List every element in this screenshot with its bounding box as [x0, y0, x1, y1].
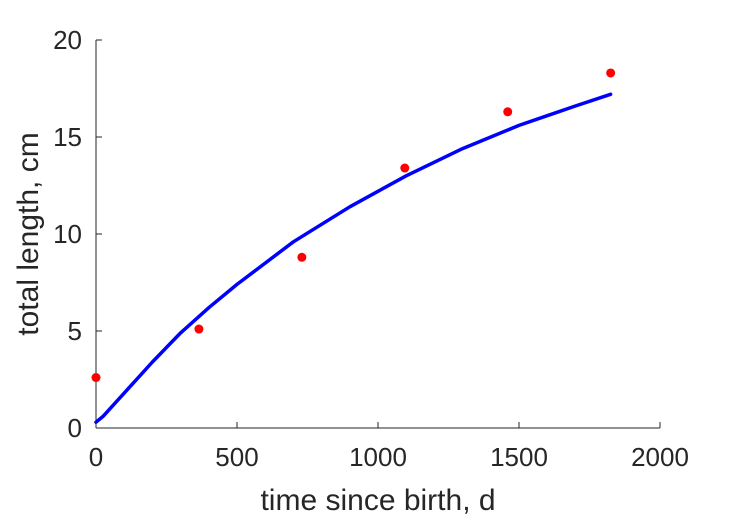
- data-point: [297, 252, 307, 262]
- data-point: [400, 163, 410, 173]
- data-point: [606, 68, 616, 78]
- data-point: [91, 373, 101, 383]
- x-tick-label: 500: [215, 442, 258, 472]
- y-tick-label: 0: [68, 413, 82, 443]
- data-point: [194, 324, 204, 334]
- y-ticks: 0 5 10 15 20: [53, 25, 102, 443]
- y-tick-label: 5: [68, 316, 82, 346]
- y-tick-label: 10: [53, 219, 82, 249]
- fit-curve: [94, 92, 613, 424]
- x-ticks: 0 500 1000 1500 2000: [89, 422, 689, 472]
- series-layer: [91, 68, 616, 424]
- x-axis-label: time since birth, d: [260, 484, 495, 517]
- x-tick-label: 2000: [631, 442, 689, 472]
- x-tick-label: 0: [89, 442, 103, 472]
- x-tick-label: 1500: [490, 442, 548, 472]
- data-point: [503, 107, 513, 117]
- x-tick-label: 1000: [349, 442, 407, 472]
- y-axis-label: total length, cm: [12, 132, 45, 335]
- y-tick-label: 15: [53, 122, 82, 152]
- axes: [95, 40, 660, 429]
- y-tick-label: 20: [53, 25, 82, 55]
